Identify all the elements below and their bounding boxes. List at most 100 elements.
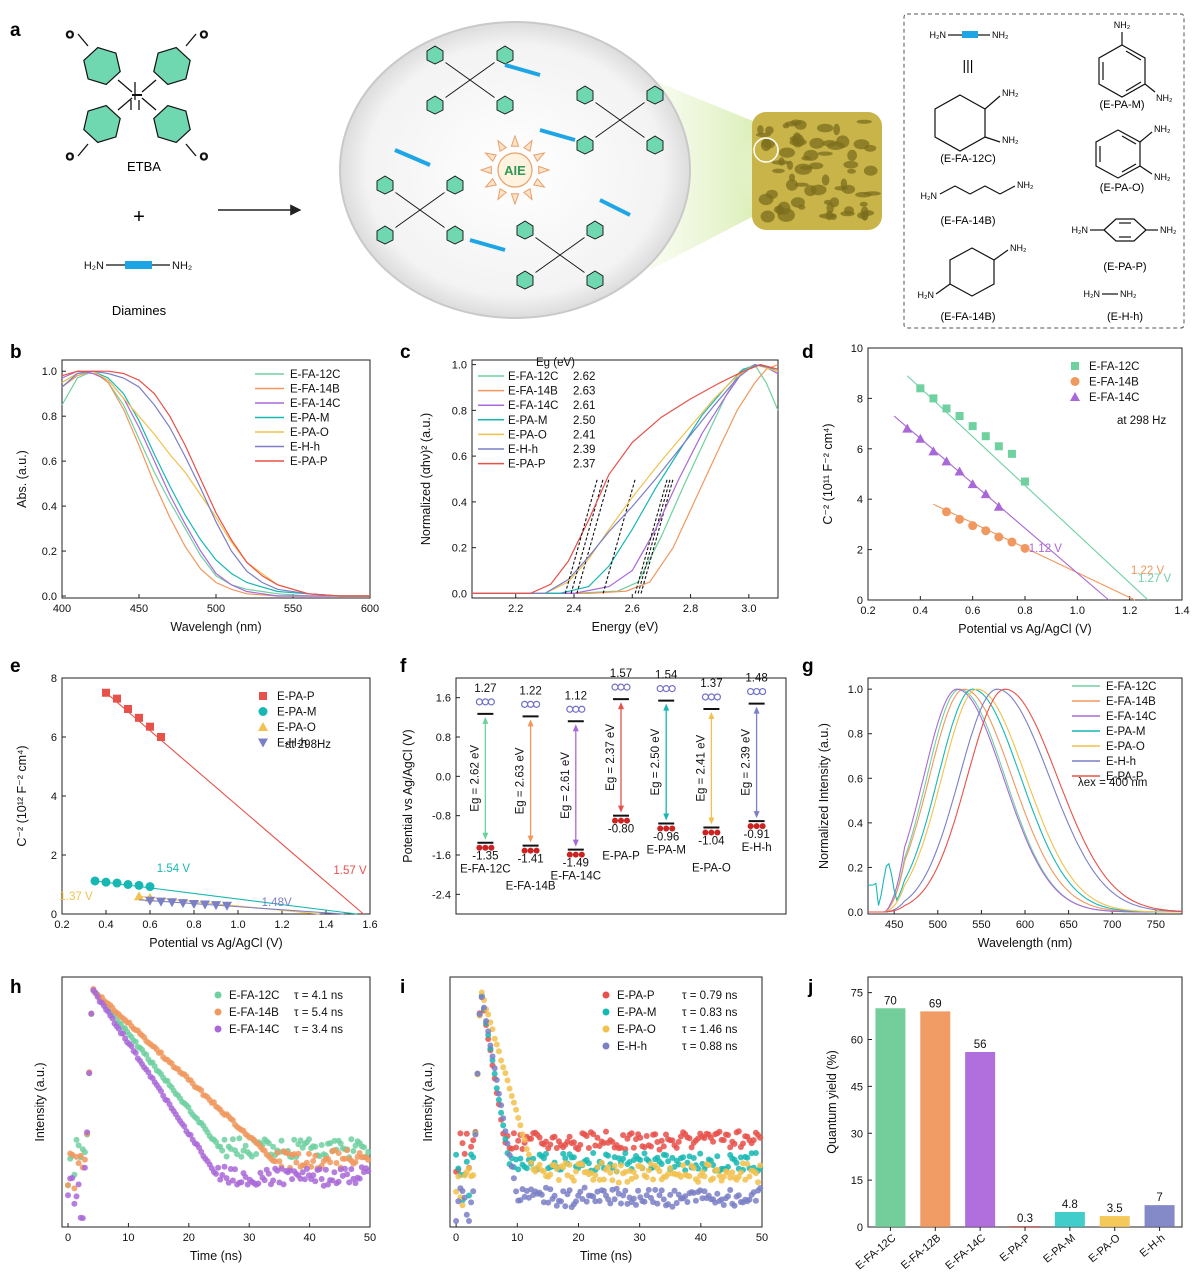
panel-label-i: i [400, 977, 405, 998]
data-point-d [928, 446, 939, 456]
hole-icon [475, 698, 483, 706]
sun-ray [522, 188, 533, 201]
x-tick-label-e: 0.8 [186, 919, 201, 931]
decay-point-i [513, 1106, 520, 1113]
decay-point-i [506, 1152, 513, 1158]
decay-point-i [590, 1150, 597, 1156]
legend-marker-i [602, 991, 610, 999]
legend-label-g: E-FA-14C [1106, 711, 1157, 723]
sponge-pore [821, 174, 830, 186]
decay-point-i [669, 1137, 676, 1144]
decay-point-i [656, 1146, 663, 1153]
decay-point-i [716, 1128, 723, 1135]
x-tick-label-i: 0 [453, 1232, 459, 1244]
series-line-c-E-PA-M [472, 363, 779, 594]
decay-point-i [560, 1188, 567, 1195]
intercept-label-e: 1.57 V [333, 865, 367, 877]
decay-point-i [547, 1141, 554, 1148]
series-line-g-E-PA-P [868, 688, 1183, 913]
legend-label-i: E-H-h [617, 1041, 647, 1053]
sun-ray [497, 188, 508, 201]
decay-point-i [459, 1188, 466, 1194]
sponge-pore [772, 168, 785, 174]
epap-h2n: H₂N [1072, 225, 1089, 235]
y-tick-label-c: 0.4 [452, 497, 467, 509]
framework-bond [445, 62, 471, 81]
decay-point-i [733, 1159, 740, 1166]
x-tick-label-g: 700 [1103, 919, 1121, 931]
decay-point-h [297, 1137, 304, 1144]
decay-point-i [491, 1035, 498, 1042]
bond [141, 97, 157, 111]
panel-label-e: e [10, 656, 21, 677]
decay-point-i [553, 1145, 560, 1151]
decay-point-h [248, 1153, 255, 1160]
sample-label-f: E-FA-14B [506, 881, 556, 893]
decay-point-i [710, 1162, 717, 1168]
panel-label-j: j [807, 977, 813, 998]
gap-label-f: Eg = 2.63 eV [515, 747, 527, 814]
data-point-e [101, 877, 111, 887]
legend-marker-d [1070, 392, 1080, 401]
decay-point-i [543, 1150, 549, 1157]
efa14b-nh2: NH₂ [1017, 180, 1034, 190]
decay-point-h [120, 1030, 126, 1037]
decay-point-i [748, 1150, 755, 1157]
decay-point-i [517, 1122, 524, 1129]
decay-point-i [630, 1195, 637, 1202]
decay-point-i [523, 1146, 530, 1152]
decay-point-i [613, 1185, 620, 1192]
y-tick-label-d: 0 [857, 595, 863, 607]
decay-point-i [667, 1191, 674, 1198]
gap-arrowhead-down [708, 817, 715, 825]
decay-point-i [692, 1197, 699, 1204]
decay-point-i [468, 1143, 475, 1150]
decay-point-h [84, 1129, 91, 1136]
sponge-pore [847, 168, 856, 174]
sponge-pore [863, 165, 878, 176]
epao-nh2-b: NH₂ [1154, 172, 1171, 182]
decay-point-i [622, 1187, 629, 1194]
sun-ray [479, 165, 492, 175]
decay-point-h [350, 1148, 357, 1154]
decay-point-i [555, 1177, 562, 1183]
framework-bond [535, 254, 561, 273]
series-line-c-E-FA-12C [472, 363, 779, 594]
diamine-box-header: H₂N NH₂ ||| [930, 30, 1009, 73]
framework-ring-icon [446, 225, 464, 245]
decay-point-i [519, 1131, 526, 1138]
decay-point-i [637, 1157, 644, 1163]
decay-point-i [463, 1211, 470, 1218]
sponge-pore [817, 123, 834, 133]
decay-point-i [731, 1202, 738, 1209]
x-tick-label-d: 0.6 [965, 605, 980, 617]
decay-point-i [665, 1158, 672, 1165]
legend-marker-h [214, 1008, 222, 1016]
decay-point-h [331, 1169, 338, 1176]
data-point-e [102, 688, 110, 697]
decay-point-i [613, 1168, 620, 1175]
decay-point-i [605, 1164, 612, 1171]
y-tick-label-c: 0.6 [452, 451, 467, 463]
decay-point-h [223, 1153, 230, 1160]
bar-value-label: 3.5 [1107, 1203, 1123, 1215]
decay-point-i [665, 1170, 672, 1177]
decay-point-i [746, 1173, 753, 1180]
decay-point-i [566, 1187, 573, 1194]
legend-tau-i: τ = 0.83 ns [682, 1007, 738, 1019]
hole-icon [662, 685, 670, 693]
decay-point-i [476, 1011, 483, 1018]
data-point-e [135, 713, 143, 722]
data-point-e [134, 880, 144, 890]
decay-point-h [365, 1156, 372, 1163]
legend-label-b: E-PA-O [290, 427, 329, 439]
decay-point-h [132, 1038, 139, 1045]
sponge-pore [809, 137, 825, 149]
framework-bond [445, 79, 471, 98]
sponge-pore [779, 147, 795, 158]
decay-point-i [622, 1146, 629, 1153]
label-efa14b-2: (E-FA-14B) [940, 311, 995, 323]
efa14b-h2n: H₂N [921, 191, 938, 201]
data-point-d [916, 384, 925, 393]
x-tick-label-c: 2.4 [566, 603, 581, 615]
